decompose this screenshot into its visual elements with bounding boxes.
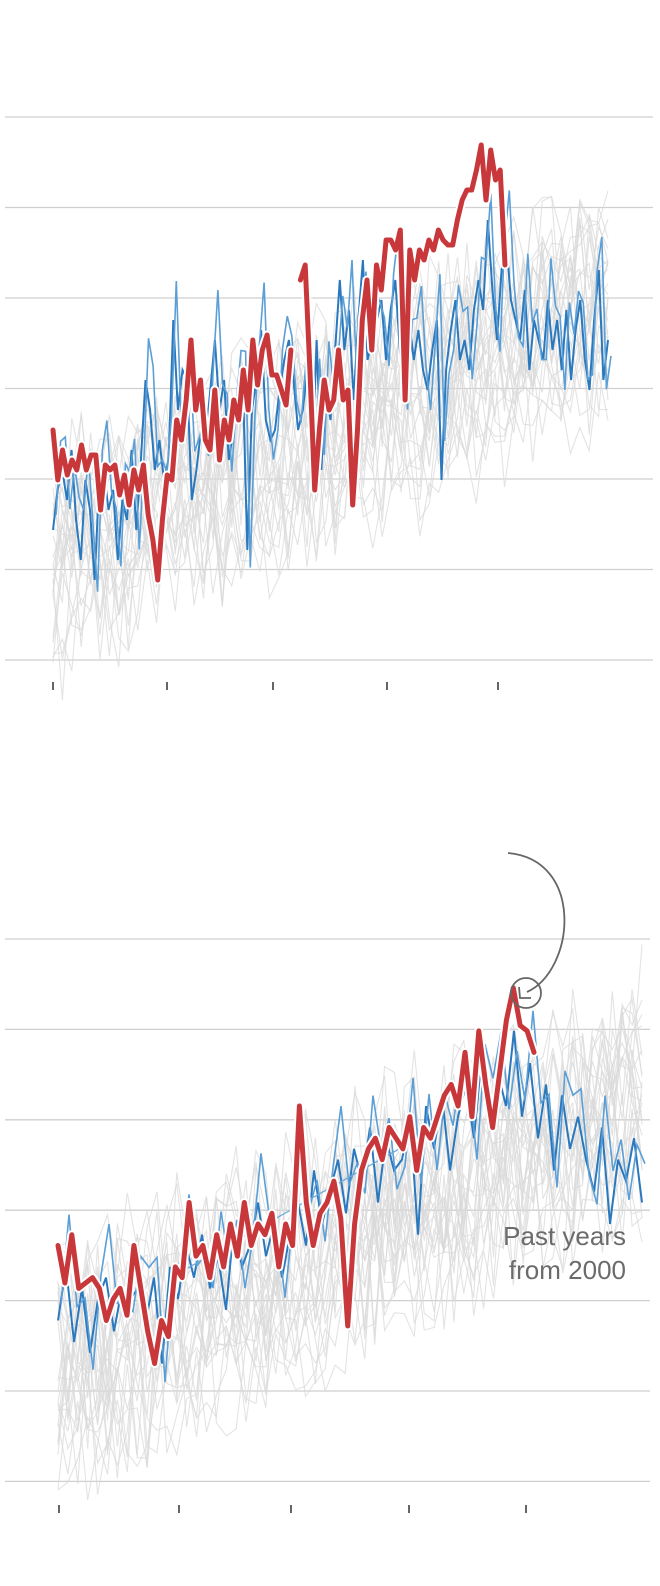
annotation-arrow <box>507 852 566 993</box>
background-trace <box>52 259 609 620</box>
background-traces <box>52 190 609 701</box>
background-trace <box>52 302 609 668</box>
comparison-series-line <box>52 219 609 581</box>
chart-top-svg <box>5 116 653 701</box>
background-trace <box>57 1119 643 1454</box>
background-trace <box>57 989 643 1392</box>
highlight-series-line <box>50 142 508 583</box>
background-trace <box>52 196 609 566</box>
annotation-label: from 2000 <box>509 1255 626 1285</box>
annotation-arrowhead <box>518 986 531 999</box>
chart-top <box>0 0 660 720</box>
highlight-series-line <box>55 985 537 1366</box>
annotation-circle <box>510 977 542 1009</box>
annotation-label: Past years <box>503 1221 626 1251</box>
chart-bottom-svg: Past years from 2000 <box>5 852 650 1513</box>
background-trace <box>52 221 609 595</box>
chart-bottom: Past years from 2000 <box>0 800 660 1560</box>
x-axis-ticks <box>52 682 499 690</box>
background-trace <box>52 331 609 663</box>
x-axis-ticks <box>58 1505 527 1513</box>
